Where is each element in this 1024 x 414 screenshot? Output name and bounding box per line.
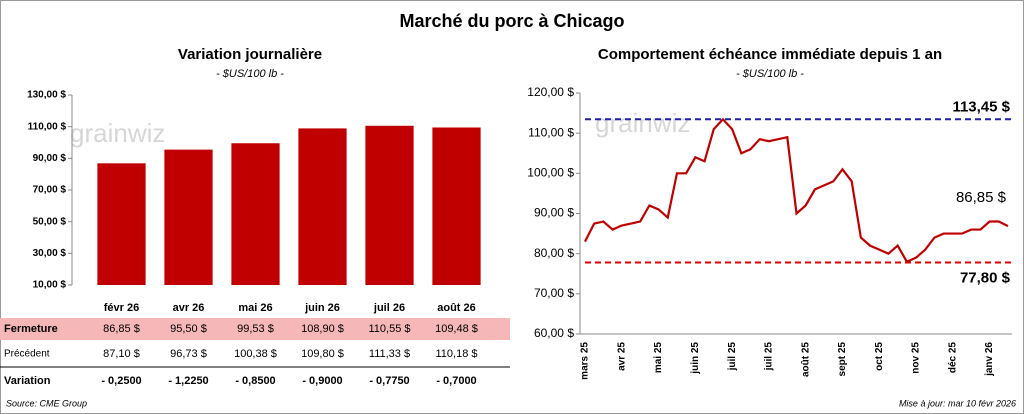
x-tick-label: août 25 xyxy=(800,342,811,377)
table-cell: - 0,2500 xyxy=(101,375,141,387)
x-tick-label: mars 25 xyxy=(580,342,591,380)
x-tick-label: août 26 xyxy=(437,302,476,314)
table-cell: - 0,7000 xyxy=(436,375,476,387)
y-tick-label: 30,00 $ xyxy=(33,248,67,259)
bar xyxy=(432,127,481,286)
x-tick-label: juin 25 xyxy=(690,342,701,375)
x-tick-label: avr 26 xyxy=(173,302,205,314)
bar-title: Variation journalière xyxy=(178,46,322,63)
updated: Mise à jour: mar 10 févr 2026 xyxy=(899,398,1016,408)
x-tick-label: avr 25 xyxy=(616,342,627,371)
table-cell: 111,33 $ xyxy=(369,348,410,360)
table-cell: 100,38 $ xyxy=(234,348,277,360)
bar-subtitle: - $US/100 lb - xyxy=(216,68,284,80)
table-cell: 110,55 $ xyxy=(368,323,410,335)
value-label: 86,85 $ xyxy=(956,189,1007,206)
y-tick-label: 80,00 $ xyxy=(534,246,574,260)
y-tick-label: 50,00 $ xyxy=(33,216,67,227)
watermark: grainwiz xyxy=(70,118,165,148)
table-cell: 86,85 $ xyxy=(103,323,140,335)
line-title: Comportement échéance immédiate depuis 1… xyxy=(598,46,942,63)
table-cell: - 0,9000 xyxy=(302,375,342,387)
table-cell: 95,50 $ xyxy=(170,323,207,335)
x-tick-label: juil 25 xyxy=(727,342,738,372)
row-label: Précédent xyxy=(4,349,50,360)
series-line xyxy=(584,117,1009,264)
y-tick-label: 130,00 $ xyxy=(27,90,66,101)
y-tick-label: 110,00 $ xyxy=(528,125,574,139)
table-cell: 109,48 $ xyxy=(435,323,478,335)
x-tick-label: sept 25 xyxy=(837,342,848,377)
source: Source: CME Group xyxy=(6,398,87,408)
reference-label: 77,80 $ xyxy=(960,269,1011,286)
x-tick-label: juil 25 xyxy=(764,342,775,372)
table-cell: - 1,2250 xyxy=(168,375,208,387)
table-cell: 108,90 $ xyxy=(301,323,344,335)
table-cell: - 0,8500 xyxy=(235,375,275,387)
y-tick-label: 70,00 $ xyxy=(33,185,67,196)
bar xyxy=(97,163,146,285)
table-cell: 99,53 $ xyxy=(237,323,274,335)
bar xyxy=(164,149,213,285)
bar xyxy=(298,128,347,285)
watermark: grainwiz xyxy=(595,108,690,138)
bar xyxy=(365,125,414,285)
x-tick-label: juil 26 xyxy=(373,302,405,314)
y-tick-label: 60,00 $ xyxy=(534,326,574,340)
y-tick-label: 10,00 $ xyxy=(33,280,67,291)
row-label: Fermeture xyxy=(4,323,58,335)
row-label: Variation xyxy=(4,375,51,387)
y-tick-label: 70,00 $ xyxy=(534,286,574,300)
y-tick-label: 110,00 $ xyxy=(28,121,67,132)
page-title: Marché du porc à Chicago xyxy=(399,11,624,31)
table-cell: 96,73 $ xyxy=(170,348,207,360)
x-tick-label: juin 26 xyxy=(304,302,340,314)
x-tick-label: déc 25 xyxy=(947,342,958,374)
x-tick-label: févr 26 xyxy=(104,302,139,314)
bar xyxy=(231,143,280,285)
reference-label: 113,45 $ xyxy=(952,98,1010,115)
table-cell: - 0,7750 xyxy=(369,375,409,387)
y-tick-label: 100,00 $ xyxy=(527,166,574,180)
table-cell: 110,18 $ xyxy=(435,348,477,360)
table-cell: 109,80 $ xyxy=(301,348,344,360)
y-tick-label: 120,00 $ xyxy=(527,85,574,99)
x-tick-label: nov 25 xyxy=(911,342,922,374)
row-highlight xyxy=(0,318,510,340)
x-tick-label: janv 26 xyxy=(984,342,995,377)
table-cell: 87,10 $ xyxy=(103,348,140,360)
y-tick-label: 90,00 $ xyxy=(534,206,574,220)
line-subtitle: - $US/100 lb - xyxy=(736,68,804,80)
x-tick-label: oct 25 xyxy=(874,342,885,371)
x-tick-label: mai 25 xyxy=(653,342,664,374)
y-tick-label: 90,00 $ xyxy=(33,153,67,164)
x-tick-label: mai 26 xyxy=(238,302,272,314)
